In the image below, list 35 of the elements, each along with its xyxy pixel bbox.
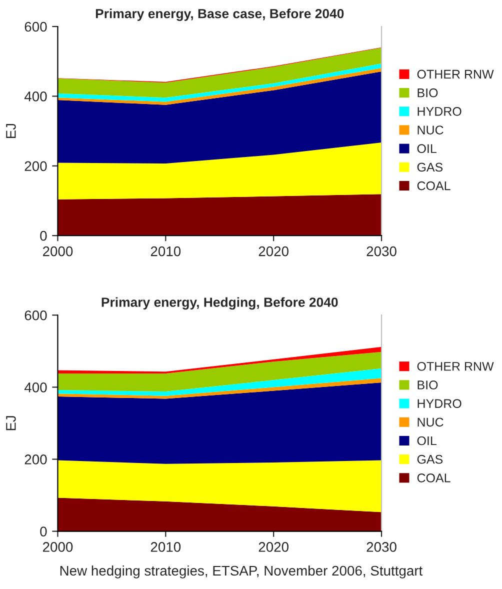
- y-tick-label: 200: [24, 454, 47, 464]
- legend-label: HYDRO: [418, 399, 462, 408]
- legend-label: OTHER RNW: [417, 70, 494, 79]
- x-tick-label: 2030: [366, 246, 396, 256]
- legend-label: OTHER RNW: [417, 362, 494, 371]
- legend-label: OIL: [417, 436, 436, 446]
- x-tick-label: 2010: [150, 246, 181, 256]
- x-tick-label: 2030: [366, 542, 396, 552]
- chart-title: Primary energy, Base case, Before 2040: [96, 8, 344, 21]
- x-tick-label: 2020: [258, 246, 288, 256]
- x-tick-label: 2020: [258, 542, 288, 552]
- legend-label: GAS: [417, 162, 443, 172]
- legend-label: NUC: [418, 418, 444, 427]
- text: New hedging strategies, ETSAP, November 2006, Stuttgart: [60, 565, 423, 578]
- legend-label: COAL: [417, 474, 450, 482]
- legend-label: COAL: [417, 181, 450, 190]
- legend-label: GAS: [417, 454, 443, 464]
- legend-label: BIO: [418, 88, 438, 98]
- y-tick-label: 0: [40, 526, 47, 536]
- y-axis-title: EJ: [6, 124, 16, 138]
- x-tick-label: 2000: [42, 246, 73, 256]
- y-tick-label: 400: [24, 382, 47, 392]
- chart-title: Primary energy, Hedging, Before 2040: [102, 297, 338, 310]
- y-tick-label: 600: [24, 310, 47, 320]
- legend-label: NUC: [418, 126, 444, 134]
- y-tick-label: 0: [40, 230, 47, 241]
- x-tick-label: 2000: [42, 542, 73, 552]
- legend-label: HYDRO: [418, 106, 462, 116]
- y-tick-label: 600: [24, 22, 47, 32]
- y-axis-title: EJ: [6, 416, 16, 430]
- y-tick-label: 400: [24, 92, 47, 102]
- legend-label: OIL: [417, 144, 436, 154]
- y-tick-label: 200: [24, 161, 47, 172]
- x-tick-label: 2010: [150, 542, 181, 552]
- legend-label: BIO: [418, 380, 438, 390]
